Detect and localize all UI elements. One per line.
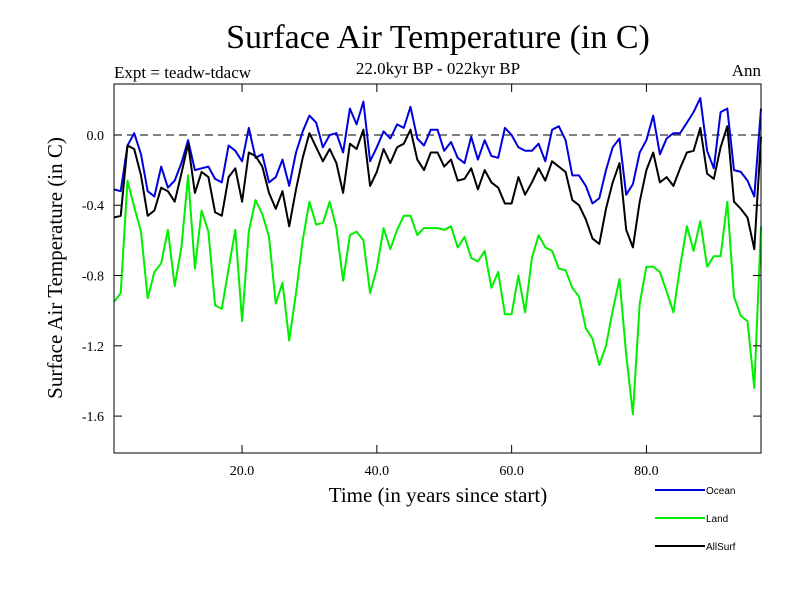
- series-line-land: [113, 174, 762, 416]
- x-tick-label: 20.0: [230, 464, 255, 479]
- x-axis-label: Time (in years since start): [329, 483, 548, 507]
- y-tick-label: -1.2: [82, 340, 104, 355]
- experiment-label: Expt = teadw-tdacw: [114, 63, 252, 82]
- axis-ticks: 0.0 -0.4 -0.8 -1.2 -1.6 20.0 40.0 60.0 80.0: [82, 84, 761, 479]
- x-tick-label: 60.0: [499, 464, 524, 479]
- x-tick-label: 80.0: [634, 464, 659, 479]
- y-axis-label: Surface Air Temperature (in C): [43, 137, 67, 399]
- y-tick-label: -0.8: [82, 270, 104, 285]
- legend-label-land: Land: [706, 514, 728, 525]
- period-label: Ann: [732, 61, 762, 80]
- series-line-ocean: [113, 97, 762, 205]
- legend: Ocean Land AllSurf: [655, 486, 736, 553]
- y-tick-label: -0.4: [82, 199, 104, 214]
- series-line-allsurf: [113, 125, 762, 251]
- plot-area: [113, 83, 762, 454]
- y-tick-label: 0.0: [87, 129, 105, 144]
- legend-label-ocean: Ocean: [706, 486, 735, 497]
- chart-title: Surface Air Temperature (in C): [226, 19, 650, 56]
- y-tick-label: -1.6: [82, 410, 104, 425]
- x-tick-label: 40.0: [365, 464, 390, 479]
- series-layer: [113, 97, 762, 416]
- plot-frame: [113, 83, 762, 454]
- legend-label-allsurf: AllSurf: [706, 542, 736, 553]
- chart-subtitle: 22.0kyr BP - 022kyr BP: [356, 59, 520, 78]
